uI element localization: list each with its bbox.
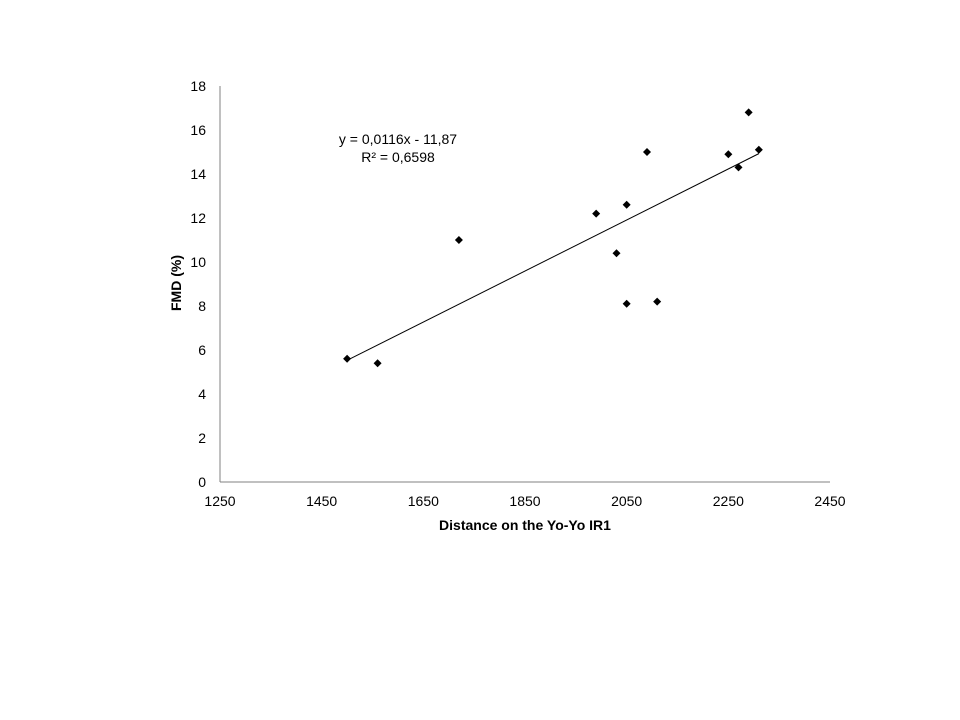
data-point xyxy=(373,359,382,368)
x-axis-title: Distance on the Yo-Yo IR1 xyxy=(439,517,611,533)
x-tick-label: 2450 xyxy=(814,493,845,509)
data-point xyxy=(724,150,733,159)
y-tick-label: 0 xyxy=(198,474,206,490)
y-tick-label: 8 xyxy=(198,298,206,314)
data-point xyxy=(754,145,763,154)
y-tick-label: 18 xyxy=(190,78,206,94)
data-points xyxy=(343,108,763,368)
y-tick-labels: 0 2 4 6 8 10 12 14 16 18 xyxy=(190,78,206,490)
x-tick-label: 2250 xyxy=(713,493,744,509)
data-point xyxy=(454,236,463,244)
data-point xyxy=(653,297,662,306)
y-tick-label: 6 xyxy=(198,342,206,358)
data-point xyxy=(612,249,621,258)
r-squared-label: R² = 0,6598 xyxy=(361,149,435,165)
y-tick-label: 12 xyxy=(190,210,206,226)
y-tick-label: 16 xyxy=(190,122,206,138)
y-tick-label: 2 xyxy=(198,430,206,446)
x-tick-label: 1650 xyxy=(408,493,439,509)
y-axis-title: FMD (%) xyxy=(168,255,184,311)
data-point xyxy=(622,200,631,209)
x-tick-label: 1450 xyxy=(306,493,337,509)
data-point xyxy=(592,209,601,218)
y-tick-label: 10 xyxy=(190,254,206,270)
data-point xyxy=(343,354,352,363)
data-point xyxy=(643,148,651,156)
x-tick-label: 2050 xyxy=(611,493,642,509)
data-point xyxy=(734,163,743,172)
x-tick-label: 1250 xyxy=(204,493,235,509)
y-tick-label: 14 xyxy=(190,166,206,182)
data-point xyxy=(744,108,753,117)
y-tick-label: 4 xyxy=(198,386,206,402)
trendline-equation: y = 0,0116x - 11,87 xyxy=(339,131,457,147)
data-point xyxy=(622,299,631,308)
trendline xyxy=(346,153,760,361)
x-tick-label: 1850 xyxy=(509,493,540,509)
x-tick-labels: 1250 1450 1650 1850 2050 2250 2450 xyxy=(204,493,845,509)
